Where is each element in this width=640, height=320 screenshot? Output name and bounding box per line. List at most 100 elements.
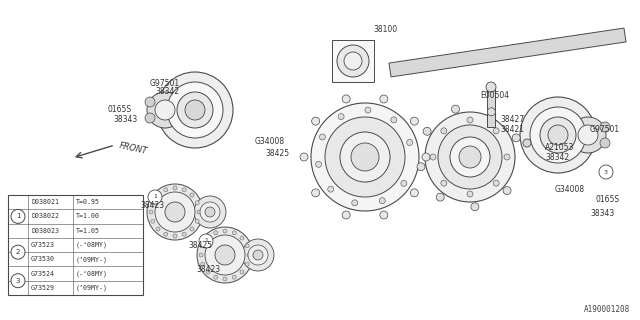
Text: FRONT: FRONT — [118, 142, 148, 156]
Circle shape — [151, 219, 155, 223]
Circle shape — [441, 128, 447, 134]
Circle shape — [248, 245, 268, 265]
Circle shape — [578, 125, 598, 145]
Circle shape — [504, 154, 510, 160]
Circle shape — [337, 45, 369, 77]
Text: G97501: G97501 — [150, 78, 180, 87]
Text: T=0.95: T=0.95 — [76, 199, 100, 205]
Circle shape — [467, 117, 473, 123]
Circle shape — [11, 209, 25, 223]
Circle shape — [214, 231, 218, 235]
Text: G97501: G97501 — [590, 125, 620, 134]
Circle shape — [197, 210, 201, 214]
Circle shape — [391, 117, 397, 123]
Circle shape — [200, 202, 220, 222]
Circle shape — [410, 189, 419, 197]
Circle shape — [206, 236, 210, 240]
Circle shape — [412, 99, 528, 215]
Text: E00504: E00504 — [480, 91, 509, 100]
Circle shape — [488, 108, 495, 116]
Text: 0165S: 0165S — [596, 196, 620, 204]
Circle shape — [503, 187, 511, 195]
Circle shape — [436, 193, 444, 201]
Circle shape — [410, 117, 419, 125]
Circle shape — [441, 180, 447, 186]
Circle shape — [401, 180, 407, 187]
Circle shape — [199, 234, 213, 248]
Circle shape — [316, 161, 321, 167]
Circle shape — [145, 97, 155, 107]
Text: 1: 1 — [204, 238, 208, 244]
Circle shape — [540, 117, 576, 153]
Circle shape — [451, 105, 460, 113]
Circle shape — [240, 236, 244, 240]
Circle shape — [173, 234, 177, 238]
Circle shape — [297, 89, 433, 225]
Circle shape — [190, 227, 194, 231]
Text: D038023: D038023 — [31, 228, 59, 234]
Text: G73530: G73530 — [31, 256, 55, 262]
Bar — [8, 195, 143, 295]
Text: (-‘08MY): (-‘08MY) — [76, 270, 108, 277]
Circle shape — [351, 143, 379, 171]
Circle shape — [185, 100, 205, 120]
Circle shape — [342, 211, 350, 219]
Text: 38427: 38427 — [500, 116, 524, 124]
Circle shape — [214, 275, 218, 279]
Circle shape — [149, 210, 153, 214]
Circle shape — [242, 239, 274, 271]
Circle shape — [300, 153, 308, 161]
Text: D038021: D038021 — [31, 199, 59, 205]
Circle shape — [245, 244, 249, 248]
Circle shape — [201, 262, 205, 266]
Text: 38421: 38421 — [500, 124, 524, 133]
Circle shape — [197, 227, 253, 283]
Circle shape — [245, 262, 249, 266]
Text: 38423: 38423 — [196, 266, 220, 275]
Circle shape — [145, 113, 155, 123]
Circle shape — [147, 92, 183, 128]
Circle shape — [247, 253, 251, 257]
Circle shape — [338, 114, 344, 120]
Circle shape — [467, 191, 473, 197]
Circle shape — [340, 132, 390, 182]
Circle shape — [342, 95, 350, 103]
Circle shape — [548, 125, 568, 145]
Circle shape — [423, 127, 431, 135]
Circle shape — [164, 188, 168, 192]
Text: 2: 2 — [16, 249, 20, 255]
Circle shape — [493, 128, 499, 134]
Circle shape — [523, 139, 531, 147]
Circle shape — [459, 146, 481, 168]
Circle shape — [486, 82, 496, 92]
Text: (-‘08MY): (-‘08MY) — [76, 242, 108, 248]
Circle shape — [352, 200, 358, 206]
Text: 38342: 38342 — [155, 87, 179, 97]
Circle shape — [148, 190, 162, 204]
Circle shape — [223, 277, 227, 281]
Text: A190001208: A190001208 — [584, 306, 630, 315]
Bar — [487, 89, 495, 127]
Circle shape — [512, 134, 520, 142]
Circle shape — [206, 270, 210, 274]
Circle shape — [417, 163, 425, 171]
Circle shape — [253, 250, 263, 260]
Text: G34008: G34008 — [555, 186, 585, 195]
Circle shape — [425, 112, 515, 202]
Circle shape — [232, 275, 236, 279]
Circle shape — [182, 188, 186, 192]
Text: 38342: 38342 — [545, 154, 569, 163]
Circle shape — [195, 219, 199, 223]
Text: (’09MY-): (’09MY-) — [76, 256, 108, 262]
Circle shape — [165, 202, 185, 222]
Text: T=1.00: T=1.00 — [76, 213, 100, 220]
Text: 38343: 38343 — [113, 116, 137, 124]
Circle shape — [232, 231, 236, 235]
Text: G73523: G73523 — [31, 242, 55, 248]
Circle shape — [201, 244, 205, 248]
Text: G73529: G73529 — [31, 285, 55, 291]
Text: 38425: 38425 — [188, 241, 212, 250]
Circle shape — [520, 97, 596, 173]
Circle shape — [195, 201, 199, 205]
Circle shape — [215, 245, 235, 265]
